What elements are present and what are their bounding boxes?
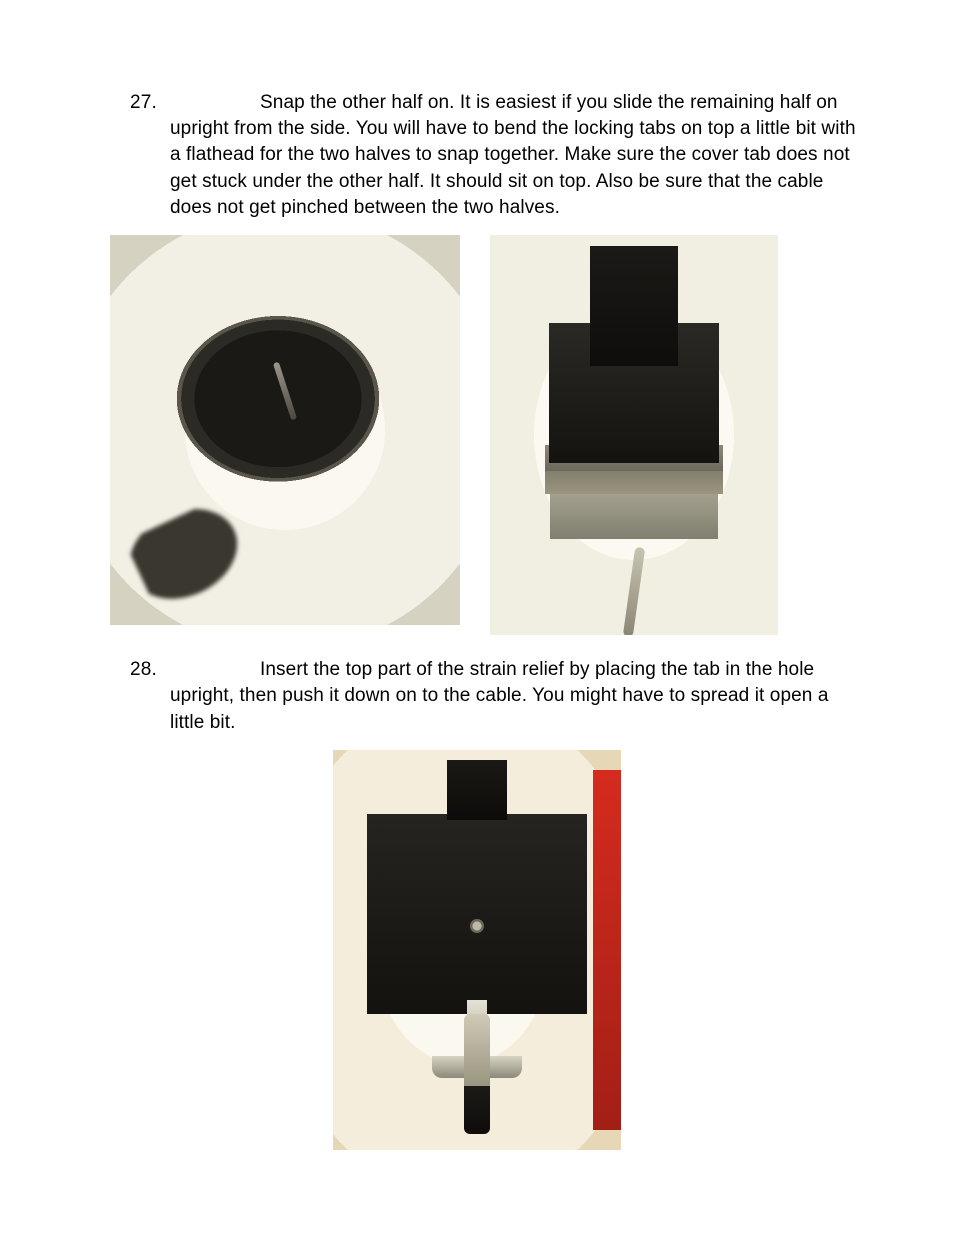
document-page: 27. Snap the other half on. It is easies… (0, 0, 954, 1210)
step-28: 28. Insert the top part of the strain re… (90, 657, 864, 736)
step-28-body: Insert the top part of the strain relief… (170, 659, 828, 732)
step-text: Insert the top part of the strain relief… (170, 657, 864, 736)
step-27-body: Snap the other half on. It is easiest if… (170, 92, 856, 218)
step-27: 27. Snap the other half on. It is easies… (90, 90, 864, 221)
strain-relief-clip-shape (432, 1000, 522, 1078)
photo-connector-half-top-view (110, 235, 460, 625)
image-row-step-28 (90, 750, 864, 1150)
photo-strain-relief-top-view (333, 750, 621, 1150)
image-row-step-27 (90, 235, 864, 635)
photo-connector-assembled-side (490, 235, 778, 635)
step-text: Snap the other half on. It is easiest if… (170, 90, 864, 221)
